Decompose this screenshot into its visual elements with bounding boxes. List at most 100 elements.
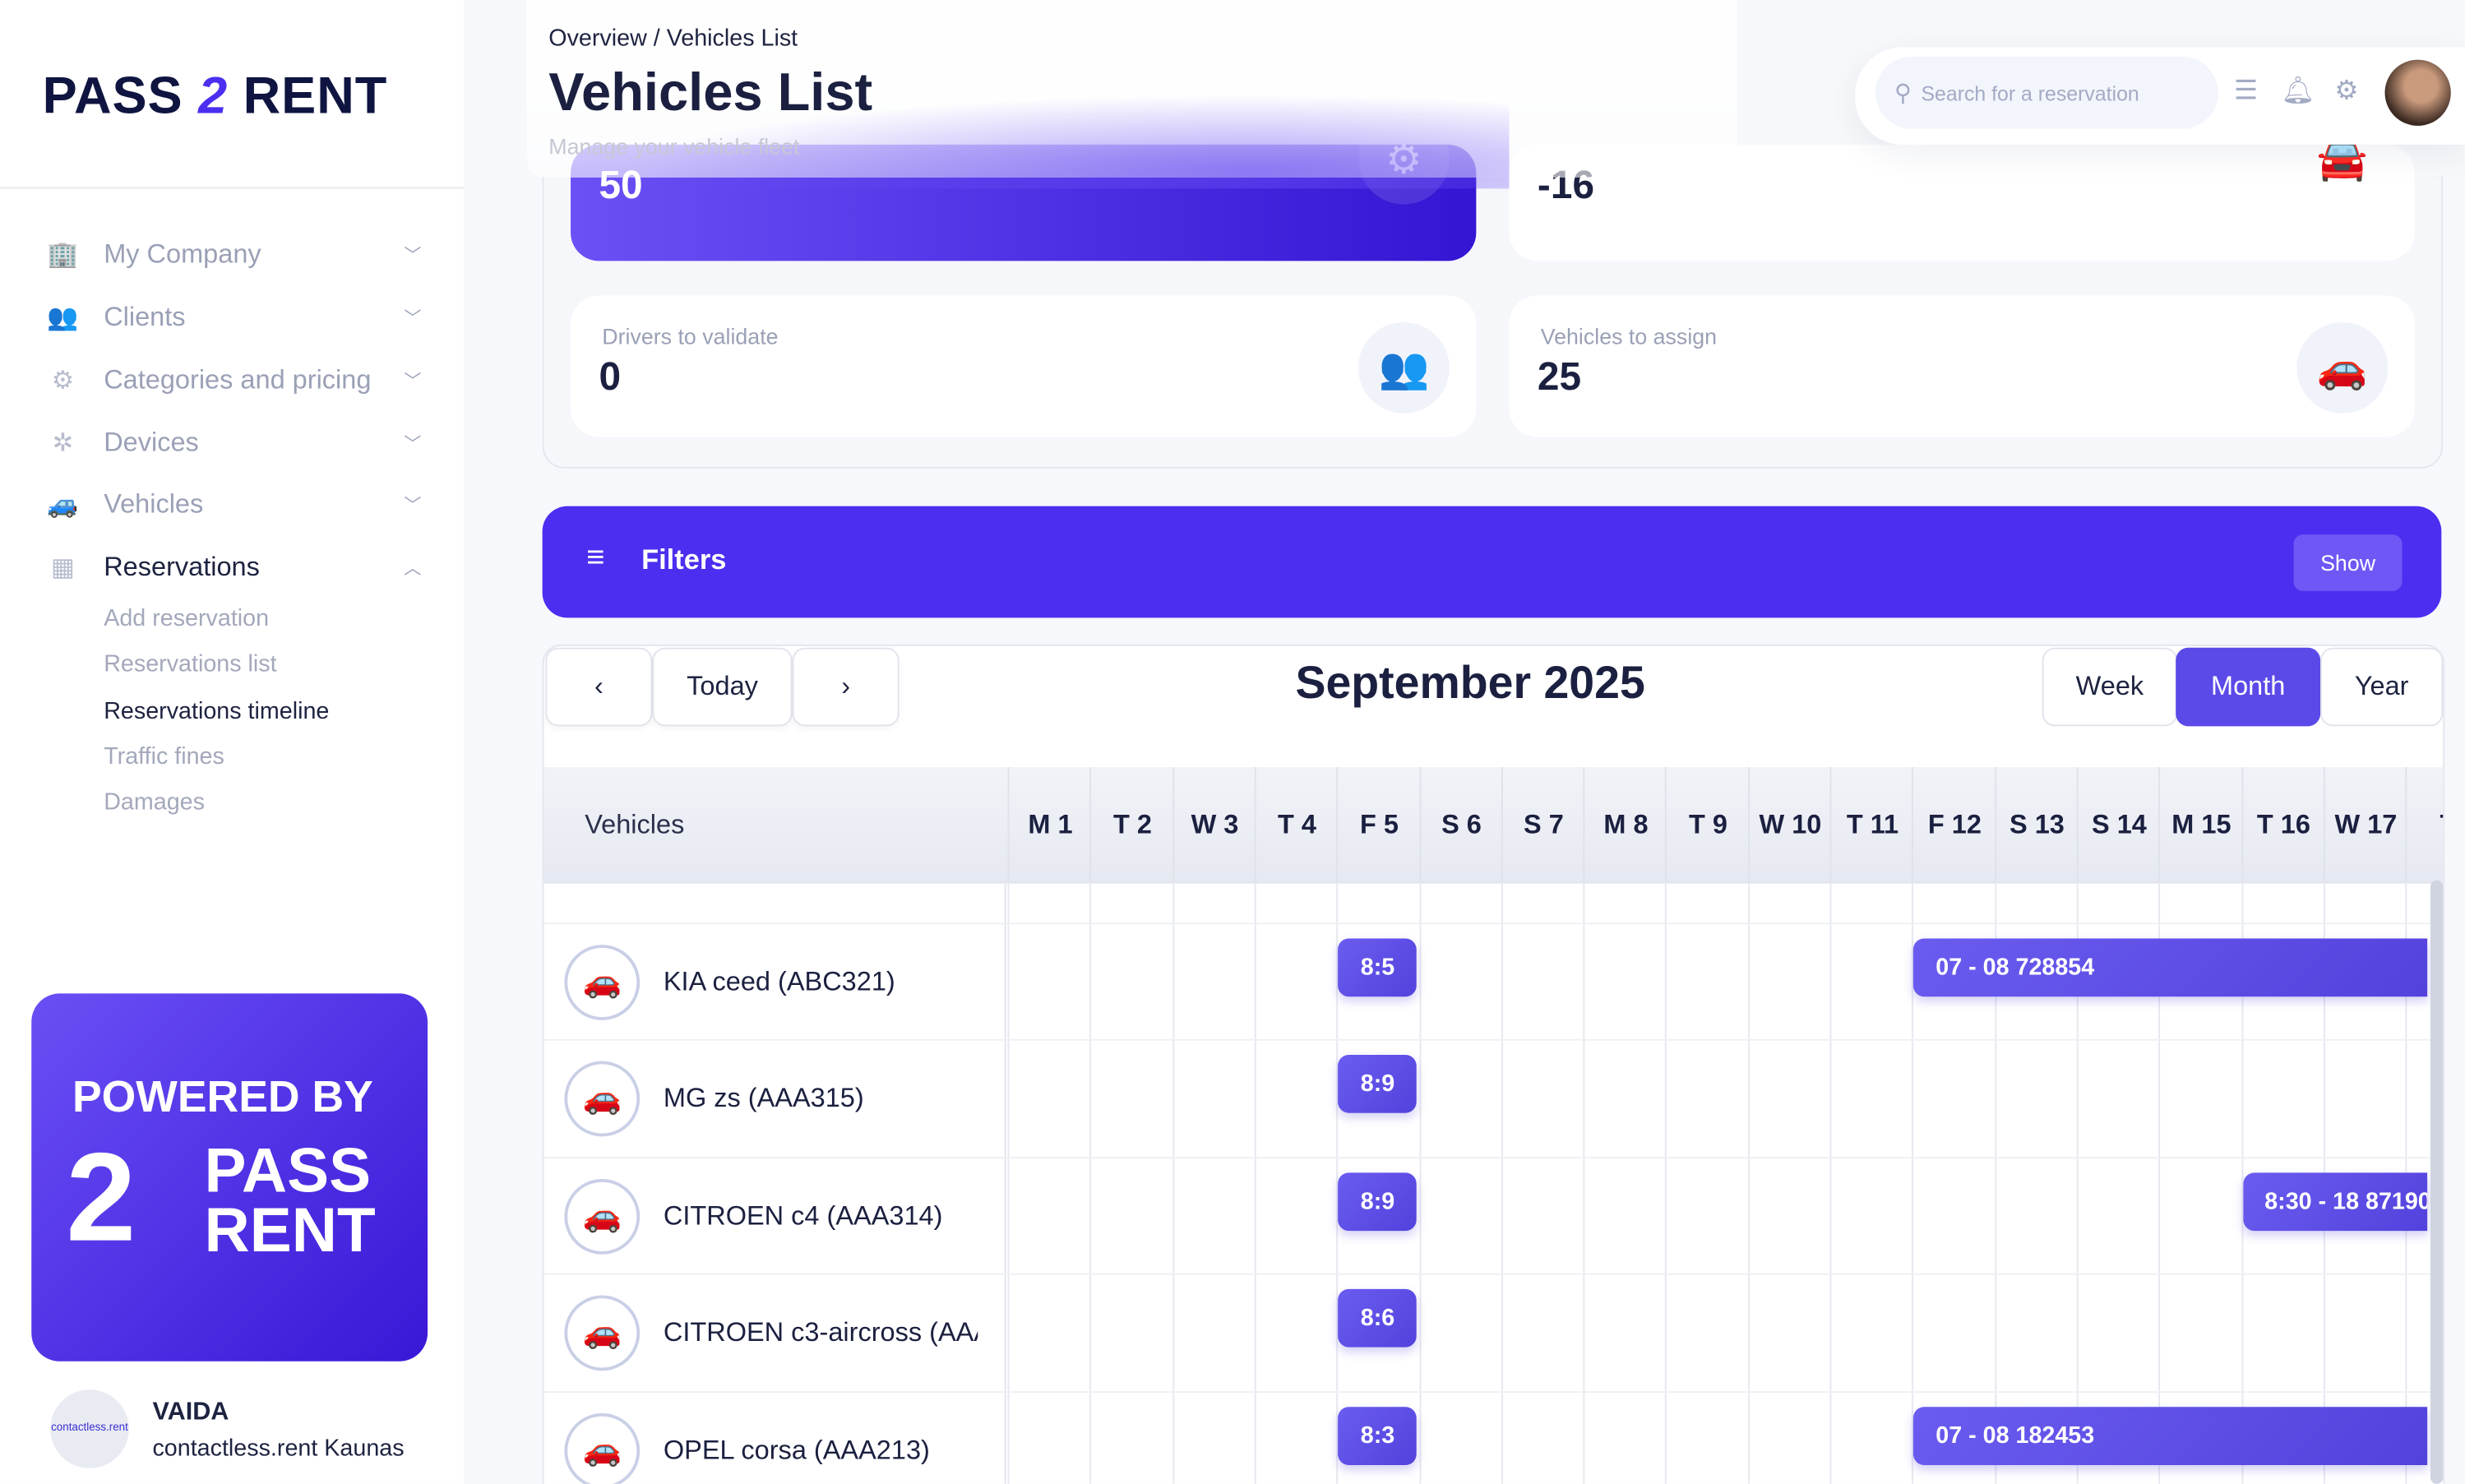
- today-button[interactable]: Today: [652, 647, 793, 727]
- day-column[interactable]: [1007, 881, 1092, 1484]
- vehicle-thumbnail: 🚗: [564, 945, 641, 1020]
- view-week-button[interactable]: Week: [2042, 647, 2178, 727]
- breadcrumb[interactable]: Overview / Vehicles List: [548, 25, 798, 53]
- promo-logo: 2: [66, 1126, 136, 1268]
- divider: [0, 187, 465, 189]
- sidebar-item-clients[interactable]: 👥 Clients ﹀: [44, 294, 421, 341]
- bell-icon[interactable]: 🔔︎: [2281, 75, 2315, 106]
- divider: [1004, 881, 1006, 1484]
- day-column[interactable]: [1336, 881, 1421, 1484]
- day-header: T: [2405, 767, 2443, 882]
- day-header: T 16: [2241, 767, 2325, 882]
- reservation-event[interactable]: 8:6: [1338, 1289, 1417, 1348]
- sidebar-subitem[interactable]: Reservations timeline: [104, 697, 330, 724]
- vehicles-column-header: Vehicles: [585, 809, 685, 840]
- reservation-event[interactable]: 8:9: [1338, 1172, 1417, 1231]
- day-header: W 3: [1172, 767, 1256, 882]
- reservation-event[interactable]: 8:9: [1338, 1055, 1417, 1114]
- calendar: ‹ Today › September 2025 Week Month Year…: [542, 644, 2445, 1484]
- show-filters-button[interactable]: Show: [2293, 534, 2403, 591]
- day-column[interactable]: [1583, 881, 1667, 1484]
- stat-value: 0: [599, 355, 622, 400]
- day-header: T 11: [1829, 767, 1914, 882]
- row-divider: [543, 1274, 2444, 1275]
- devices-icon: ✲: [52, 430, 74, 458]
- search-placeholder: Search for a reservation: [1921, 81, 2139, 105]
- day-header: F 12: [1912, 767, 1996, 882]
- reservation-event[interactable]: 07 - 08 182453: [1913, 1406, 2428, 1465]
- day-header: S 14: [2076, 767, 2161, 882]
- reservation-event[interactable]: 07 - 08 728854: [1913, 938, 2428, 997]
- vehicles-icon: 🚙: [47, 492, 79, 519]
- gear-icon[interactable]: ⚙: [2334, 75, 2359, 106]
- day-header: S 6: [1418, 767, 1503, 882]
- day-header: S 13: [1994, 767, 2079, 882]
- day-header: T 2: [1089, 767, 1174, 882]
- row-divider: [543, 1390, 2444, 1393]
- scrollbar[interactable]: [2430, 880, 2444, 1484]
- day-column[interactable]: [1501, 881, 1585, 1484]
- day-column[interactable]: [1089, 881, 1174, 1484]
- reservation-event[interactable]: 8:3: [1338, 1406, 1417, 1465]
- day-column[interactable]: [1254, 881, 1339, 1484]
- sidebar-item-devices[interactable]: ✲ Devices ﹀: [44, 420, 422, 467]
- sidebar-subitem[interactable]: Add reservation: [104, 605, 270, 632]
- sidebar-subitem[interactable]: Damages: [104, 789, 205, 816]
- menu-icon[interactable]: ☰: [2233, 75, 2259, 106]
- sidebar-item-label: Categories and pricing: [104, 364, 372, 395]
- chevron-right-icon: ›: [841, 671, 851, 701]
- chevron-down-icon: ﹀: [404, 247, 422, 266]
- day-column[interactable]: [1665, 881, 1750, 1484]
- promo-text: POWERED BY: [72, 1071, 373, 1121]
- logo[interactable]: PASS 2 RENT: [42, 66, 388, 125]
- user-avatar[interactable]: contactless.rent: [50, 1389, 129, 1468]
- day-header: W 10: [1747, 767, 1832, 882]
- sidebar-subitem[interactable]: Reservations list: [104, 651, 277, 678]
- sidebar-item-reservations[interactable]: ▦ Reservations ︿: [44, 544, 422, 591]
- filter-icon: ≡: [586, 540, 605, 576]
- view-month-button[interactable]: Month: [2176, 647, 2321, 727]
- page-subtitle: Manage your vehicle fleet: [548, 133, 800, 159]
- day-column[interactable]: [2076, 881, 2161, 1484]
- day-column[interactable]: [2158, 881, 2243, 1484]
- prev-button[interactable]: ‹: [545, 647, 653, 727]
- sidebar-item-vehicles[interactable]: 🚙 Vehicles ﹀: [44, 481, 421, 528]
- sidebar-item-label: Vehicles: [104, 488, 204, 519]
- calendar-title: September 2025: [1295, 659, 1645, 710]
- day-column[interactable]: [2241, 881, 2325, 1484]
- vehicle-name[interactable]: OPEL corsa (AAA213): [663, 1434, 930, 1465]
- row-divider: [543, 922, 2444, 925]
- avatar[interactable]: [2384, 59, 2451, 126]
- row-divider: [543, 1156, 2444, 1158]
- sidebar-item-label: Devices: [104, 428, 199, 458]
- sidebar-subitem[interactable]: Traffic fines: [104, 743, 224, 770]
- sidebar: PASS 2 RENT 🏢 My Company ﹀ 👥 Clients ﹀ ⚙ Catego…: [0, 0, 465, 1484]
- day-column[interactable]: [1912, 881, 1996, 1484]
- day-column[interactable]: [1829, 881, 1914, 1484]
- vehicle-name[interactable]: CITROEN c3-aircross (AAA: [663, 1317, 978, 1348]
- filters-bar[interactable]: ≡ Filters Show: [542, 506, 2442, 618]
- chevron-up-icon: ︿: [404, 559, 422, 579]
- sidebar-item-categories-and-pricing[interactable]: ⚙ Categories and pricing ﹀: [44, 357, 422, 404]
- day-column[interactable]: [1172, 881, 1256, 1484]
- day-column[interactable]: [1994, 881, 2079, 1484]
- stat-label: Drivers to validate: [602, 323, 779, 349]
- vehicle-thumbnail: 🚗: [564, 1061, 641, 1138]
- stat-value: 25: [1537, 355, 1582, 400]
- vehicle-name[interactable]: KIA ceed (ABC321): [663, 966, 895, 997]
- view-year-button[interactable]: Year: [2320, 647, 2444, 727]
- sidebar-item-label: My Company: [104, 238, 261, 269]
- search-input[interactable]: ⚲ Search for a reservation: [1875, 56, 2218, 129]
- reservation-event[interactable]: 8:5: [1338, 938, 1417, 997]
- sidebar-item-my-company[interactable]: 🏢 My Company ﹀: [44, 231, 422, 278]
- reservation-event[interactable]: 8:30 - 18 87190: [2242, 1172, 2428, 1231]
- promo-logo-text: PASS RENT: [204, 1136, 376, 1266]
- day-column[interactable]: [1418, 881, 1503, 1484]
- sidebar-item-label: Reservations: [104, 552, 260, 582]
- vehicle-name[interactable]: MG zs (AAA315): [663, 1084, 864, 1114]
- vehicle-name[interactable]: CITROEN c4 (AAA314): [663, 1200, 943, 1231]
- day-header: F 5: [1336, 767, 1421, 882]
- day-column[interactable]: [1747, 881, 1832, 1484]
- next-button[interactable]: ›: [792, 647, 900, 727]
